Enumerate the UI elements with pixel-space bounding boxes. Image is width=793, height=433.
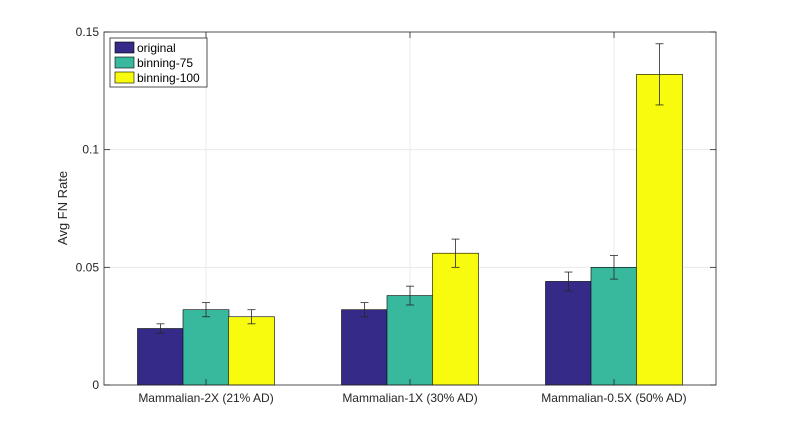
legend-label-binning-100: binning-100	[137, 71, 200, 85]
y-tick-label: 0	[92, 378, 99, 392]
legend-swatch-binning-75	[114, 56, 135, 69]
x-tick-label: Mammalian-0.5X (50% AD)	[541, 391, 686, 405]
bar-binning-75	[590, 267, 638, 386]
x-tick-label: Mammalian-2X (21% AD)	[138, 391, 273, 405]
bar-binning-100	[636, 74, 683, 386]
legend-swatch-binning-100	[114, 71, 135, 84]
bars	[137, 74, 683, 386]
y-tick-label: 0.15	[76, 25, 100, 39]
x-tick-label: Mammalian-1X (30% AD)	[342, 391, 477, 405]
error-bars	[156, 43, 664, 334]
legend-label-binning-75: binning-75	[137, 56, 193, 70]
bar-original	[137, 328, 184, 386]
y-tick-label: 0.1	[82, 143, 99, 157]
bar-original	[341, 309, 388, 386]
bar-binning-100	[228, 316, 275, 386]
y-axis: 0 0.05 0.1 0.15	[76, 25, 716, 392]
legend-label-original: original	[137, 41, 176, 55]
bar-original	[545, 281, 592, 386]
x-axis: Mammalian-2X (21% AD) Mammalian-1X (30% A…	[138, 32, 687, 405]
y-axis-title: Avg FN Rate	[55, 171, 70, 245]
bar-binning-100	[432, 252, 479, 386]
bar-binning-75	[386, 295, 434, 386]
legend-swatch-original	[114, 41, 135, 54]
bar-binning-75	[182, 309, 230, 386]
y-tick-label: 0.05	[76, 260, 100, 274]
